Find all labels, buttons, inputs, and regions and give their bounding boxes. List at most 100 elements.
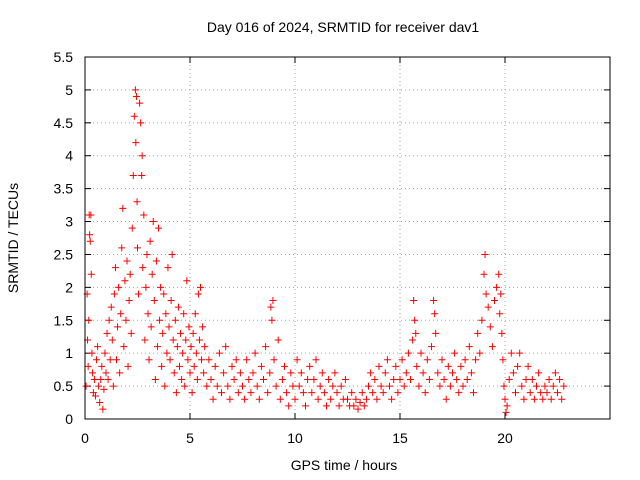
- data-point: [293, 356, 301, 364]
- y-tick-label: 2: [65, 279, 73, 295]
- data-point: [169, 336, 177, 344]
- data-point: [243, 356, 251, 364]
- data-point: [431, 310, 439, 318]
- data-point: [410, 297, 418, 305]
- data-point: [329, 382, 337, 390]
- data-point: [560, 382, 568, 390]
- data-point: [314, 395, 322, 403]
- data-point: [111, 264, 119, 272]
- data-point: [108, 336, 116, 344]
- data-point: [493, 283, 501, 291]
- data-point: [481, 250, 489, 258]
- data-point: [496, 310, 504, 318]
- data-point: [341, 376, 349, 384]
- data-point: [478, 316, 486, 324]
- data-point: [404, 349, 412, 357]
- data-point: [289, 382, 297, 390]
- data-point: [186, 369, 194, 377]
- y-tick-label: 3: [65, 214, 73, 230]
- axis-ticks: 0 0.5 1 1.5 2 2.5 3 3.5 4 4.5 5 5.5 0 5 10 15 20: [54, 49, 610, 446]
- data-point: [187, 343, 195, 351]
- data-point: [413, 362, 421, 370]
- data-point: [323, 402, 330, 410]
- data-point: [138, 171, 146, 179]
- data-point: [255, 395, 263, 403]
- data-point: [402, 369, 410, 377]
- data-point: [161, 382, 169, 390]
- data-point: [181, 382, 189, 390]
- data-point: [115, 283, 123, 291]
- y-tick-label: 1: [65, 345, 73, 361]
- data-point: [198, 356, 206, 364]
- data-point: [149, 218, 157, 226]
- data-point: [545, 376, 553, 384]
- y-tick-label: 2.5: [54, 246, 74, 262]
- data-point: [503, 402, 511, 410]
- data-point: [400, 382, 408, 390]
- data-point: [356, 399, 364, 407]
- data-point: [320, 389, 328, 397]
- data-point: [333, 389, 341, 397]
- data-point: [211, 362, 219, 370]
- x-tick-label: 0: [81, 430, 89, 446]
- data-point: [146, 237, 154, 245]
- data-point: [318, 369, 326, 377]
- data-point: [285, 402, 293, 410]
- data-point: [188, 389, 196, 397]
- data-point: [514, 362, 522, 370]
- data-point: [516, 349, 524, 357]
- data-point: [247, 389, 255, 397]
- data-point: [537, 389, 545, 397]
- data-point: [495, 270, 503, 278]
- data-point: [184, 356, 192, 364]
- data-point: [274, 336, 282, 344]
- data-point: [241, 395, 249, 403]
- data-point: [327, 395, 335, 403]
- data-point: [193, 376, 201, 384]
- data-point: [99, 405, 107, 413]
- data-point: [507, 349, 515, 357]
- data-point: [348, 389, 356, 397]
- data-point: [325, 376, 333, 384]
- data-point: [166, 356, 174, 364]
- data-point: [428, 343, 435, 351]
- data-point: [203, 382, 211, 390]
- data-point: [377, 382, 385, 390]
- data-point: [432, 329, 440, 337]
- data-point: [434, 369, 442, 377]
- data-point: [249, 369, 257, 377]
- data-point: [116, 369, 124, 377]
- data-point: [484, 303, 492, 311]
- x-axis-label: GPS time / hours: [291, 457, 398, 473]
- data-point: [502, 408, 510, 416]
- data-point: [93, 356, 101, 364]
- data-point: [386, 382, 393, 390]
- data-point: [308, 389, 316, 397]
- data-point: [272, 382, 280, 390]
- data-point: [183, 277, 191, 285]
- y-tick-label: 4: [65, 148, 73, 164]
- data-point: [113, 356, 120, 364]
- data-point: [197, 283, 204, 291]
- data-point: [423, 356, 431, 364]
- y-tick-label: 0: [65, 411, 73, 427]
- data-point: [556, 376, 564, 384]
- data-point: [165, 323, 173, 331]
- data-point: [438, 356, 446, 364]
- data-point: [109, 382, 117, 390]
- data-point: [148, 270, 156, 278]
- data-point: [199, 323, 207, 331]
- data-point: [135, 290, 143, 298]
- data-point: [297, 369, 305, 377]
- data-point: [134, 244, 141, 252]
- data-point: [455, 389, 463, 397]
- data-point: [177, 329, 185, 337]
- data-point: [120, 343, 128, 351]
- data-point: [352, 395, 360, 403]
- data-point: [436, 382, 444, 390]
- data-point: [209, 395, 217, 403]
- data-point: [396, 376, 404, 384]
- x-tick-label: 15: [392, 430, 408, 446]
- data-point: [440, 376, 448, 384]
